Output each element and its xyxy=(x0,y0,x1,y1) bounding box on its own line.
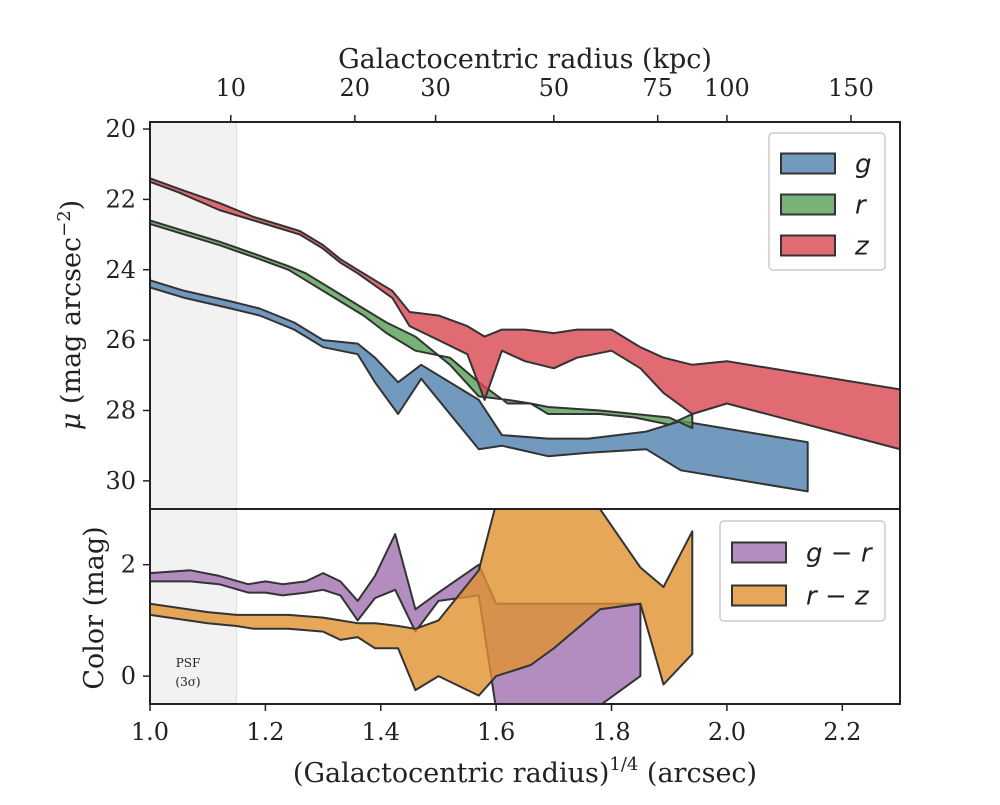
top-axis-title: Galactocentric radius (kpc) xyxy=(338,44,712,75)
y-tick-label: 26 xyxy=(105,326,136,354)
top-axis-tick-label: 100 xyxy=(704,74,750,102)
series-band-z xyxy=(150,177,900,451)
y-tick-label: 30 xyxy=(105,467,136,495)
top-axis-tick-label: 10 xyxy=(215,74,246,102)
x-tick-label: 1.4 xyxy=(362,718,400,746)
series-group xyxy=(150,177,900,493)
legend-swatch xyxy=(731,584,787,607)
ylabel-sup: −2 xyxy=(54,210,75,237)
xlabel-sup: 1/4 xyxy=(609,754,638,775)
top-axis-tick-label: 20 xyxy=(340,74,371,102)
y-tick-label: 28 xyxy=(105,396,136,424)
legend-label: g − r xyxy=(806,539,874,569)
x-axis-title: (Galactocentric radius)1/4 (arcsec) xyxy=(293,754,757,789)
surface-brightness-ylabel: μ (mag arcsec−2) xyxy=(54,200,87,430)
x-tick-label: 1.8 xyxy=(592,718,630,746)
xlabel-main: (Galactocentric radius) xyxy=(293,758,609,789)
x-tick-label: 1.6 xyxy=(477,718,515,746)
legend-swatch xyxy=(780,234,836,257)
y-tick-label: 0 xyxy=(121,662,136,690)
legend-swatch xyxy=(780,152,836,175)
top-axis-tick-label: 75 xyxy=(642,74,673,102)
top-axis-tick-label: 50 xyxy=(539,74,570,102)
legend-swatch xyxy=(731,541,787,564)
x-tick-label: 2.2 xyxy=(823,718,861,746)
series-group xyxy=(150,509,694,704)
series-band-rz xyxy=(150,509,694,697)
y-tick-label: 24 xyxy=(105,256,136,284)
xlabel-unit: (arcsec) xyxy=(638,758,757,789)
y-tick-label: 22 xyxy=(105,185,136,213)
ylabel-symbol: μ xyxy=(56,413,87,431)
legend-label: r xyxy=(855,191,868,221)
psf-region xyxy=(150,122,237,509)
panel-frame xyxy=(149,508,901,705)
legend-label: g xyxy=(855,150,872,180)
x-tick-label: 2.0 xyxy=(708,718,746,746)
series-band-g xyxy=(150,279,809,493)
surface-brightness-panel: 20 22 24 26 28 30 10 20 30 50 75 100 150 grz xyxy=(105,74,901,510)
legend-label: r − z xyxy=(806,582,870,612)
ylabel-text: (mag arcsec xyxy=(56,237,87,404)
top-axis-tick-label: 150 xyxy=(828,74,874,102)
legend-swatch xyxy=(780,193,836,216)
x-tick-label: 1.0 xyxy=(131,718,169,746)
y-tick-label: 2 xyxy=(121,551,136,579)
color-panel: 0 2 1.0 1.2 1.4 1.6 1.8 2.0 2.2 g − r r − z xyxy=(121,508,901,746)
legend-label: z xyxy=(854,232,870,262)
psf-annotation-line1: PSF xyxy=(176,656,201,670)
color-ylabel: Color (mag) xyxy=(79,526,110,689)
psf-annotation-line2: (3σ) xyxy=(175,675,200,689)
top-axis-tick-label: 30 xyxy=(420,74,451,102)
x-tick-label: 1.2 xyxy=(246,718,284,746)
y-tick-label: 20 xyxy=(105,115,136,143)
